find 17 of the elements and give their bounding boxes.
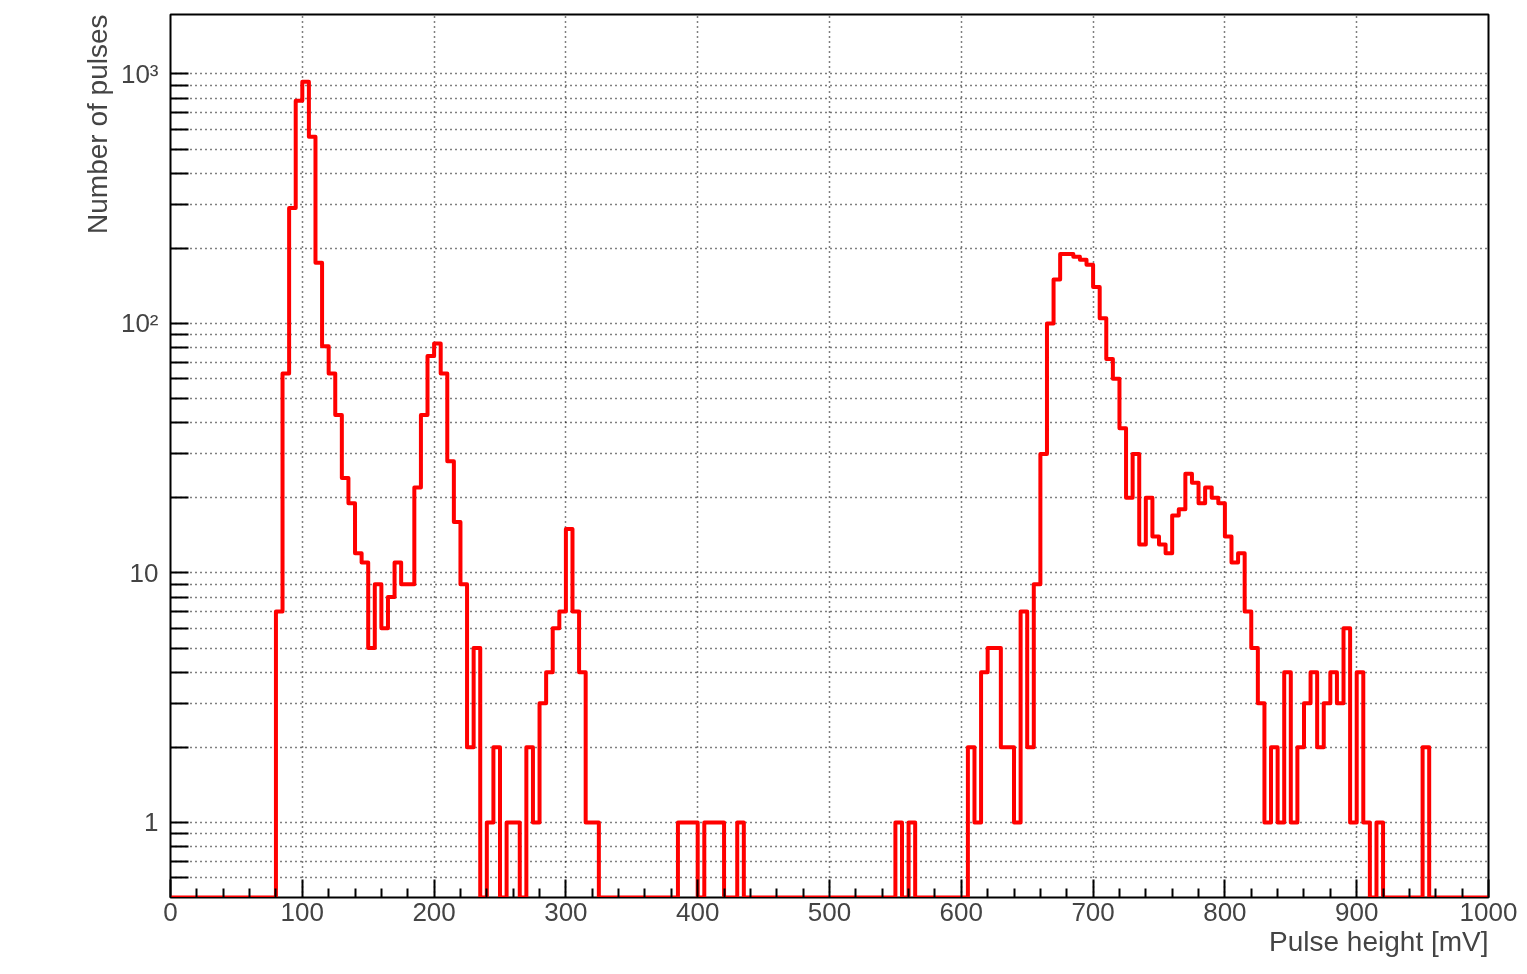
x-tick-label: 900	[1335, 896, 1379, 927]
x-tick-label: 400	[676, 896, 720, 927]
y-tick-label: 10²	[120, 308, 159, 339]
x-tick-label: 200	[412, 896, 456, 927]
x-tick-label: 300	[544, 896, 588, 927]
x-tick-label: 100	[280, 896, 324, 927]
y-tick-label: 10³	[120, 58, 159, 89]
x-tick-label: 600	[939, 896, 983, 927]
y-tick-label: 10	[129, 557, 159, 588]
x-tick-label: 0	[163, 896, 178, 927]
x-tick-label: 500	[807, 896, 852, 927]
y-axis-title: Number of pulses	[81, 14, 113, 234]
y-tick-label: 1	[144, 807, 159, 838]
x-tick-label: 800	[1203, 896, 1247, 927]
x-tick-label: 1000	[1459, 896, 1518, 927]
x-axis-title: Pulse height [mV]	[1269, 925, 1489, 957]
x-tick-label: 700	[1071, 896, 1115, 927]
